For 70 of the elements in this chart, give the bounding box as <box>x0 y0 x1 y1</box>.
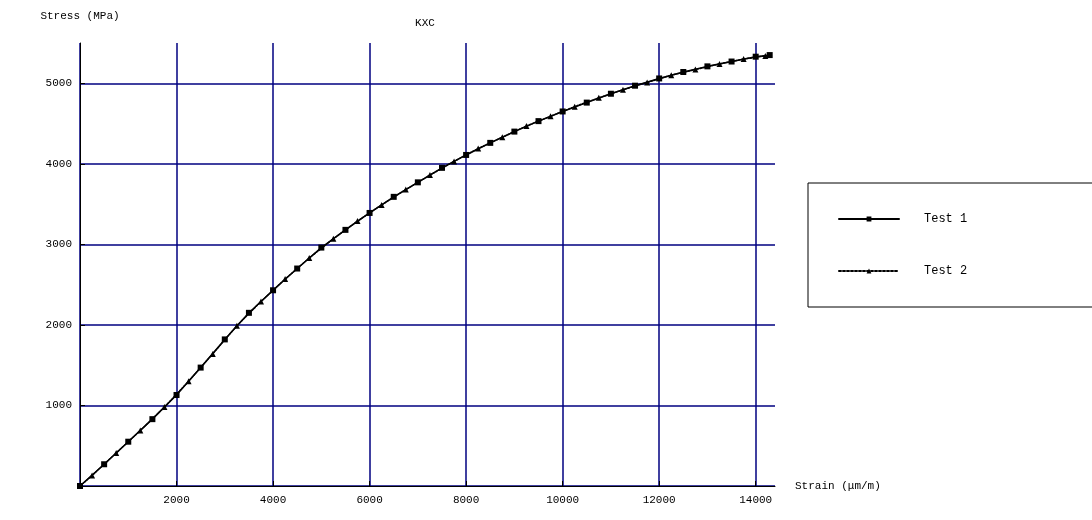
x-tick-label: 2000 <box>163 493 190 506</box>
point <box>475 145 482 152</box>
point <box>607 90 614 97</box>
point <box>282 276 289 282</box>
point <box>559 108 566 115</box>
point <box>511 128 518 135</box>
point <box>318 244 325 251</box>
y-tick-label: 1000 <box>45 399 72 412</box>
point <box>692 66 699 73</box>
point <box>342 226 349 233</box>
point <box>209 350 216 357</box>
point <box>426 172 433 179</box>
point <box>173 391 180 398</box>
point <box>762 52 769 59</box>
y-tick-label: 5000 <box>45 77 72 90</box>
point <box>728 58 735 65</box>
point <box>704 63 711 70</box>
x-tick-label: 8000 <box>452 493 480 506</box>
y-axis-title: Stress (MPa) <box>40 9 120 22</box>
y-tick-label: 2000 <box>45 318 72 331</box>
point <box>125 438 132 445</box>
point <box>463 151 470 158</box>
point <box>149 416 156 423</box>
point <box>378 201 385 208</box>
point <box>330 235 337 242</box>
point <box>535 118 542 125</box>
x-axis-title: Strain (μm/m) <box>795 480 881 492</box>
point <box>245 309 252 316</box>
point <box>257 298 264 305</box>
y-tick-label: 4000 <box>45 157 72 170</box>
point <box>451 158 458 165</box>
point <box>270 287 277 294</box>
point <box>161 404 168 411</box>
point <box>197 364 204 371</box>
point <box>632 82 639 89</box>
point <box>354 218 361 225</box>
point <box>680 69 687 75</box>
x-tick-label: 14000 <box>739 493 773 506</box>
x-tick-label: 4000 <box>259 493 287 506</box>
point <box>752 53 759 60</box>
x-tick-label: 6000 <box>356 493 383 506</box>
point <box>366 209 373 216</box>
legend-label: Test 2 <box>924 264 968 278</box>
x-tick-label: 10000 <box>546 493 580 506</box>
point <box>390 193 397 200</box>
point <box>89 472 96 479</box>
point <box>414 179 421 186</box>
point <box>547 113 554 120</box>
point <box>523 122 530 129</box>
point <box>487 139 494 146</box>
point <box>571 103 578 110</box>
point <box>233 322 240 329</box>
point <box>438 164 445 171</box>
point <box>595 94 602 101</box>
point <box>583 99 590 106</box>
point <box>619 86 626 93</box>
point <box>656 75 663 82</box>
point <box>740 56 747 63</box>
point <box>185 378 192 385</box>
chart-title: KXC <box>415 16 436 29</box>
point <box>716 60 723 67</box>
point <box>113 449 120 456</box>
legend-label: Test 1 <box>924 212 968 226</box>
point <box>101 461 108 468</box>
y-tick-label: 3000 <box>45 238 72 251</box>
x-tick-label: 12000 <box>642 493 676 506</box>
point <box>294 265 301 272</box>
point <box>766 52 773 59</box>
point <box>221 336 228 343</box>
point <box>402 186 409 193</box>
